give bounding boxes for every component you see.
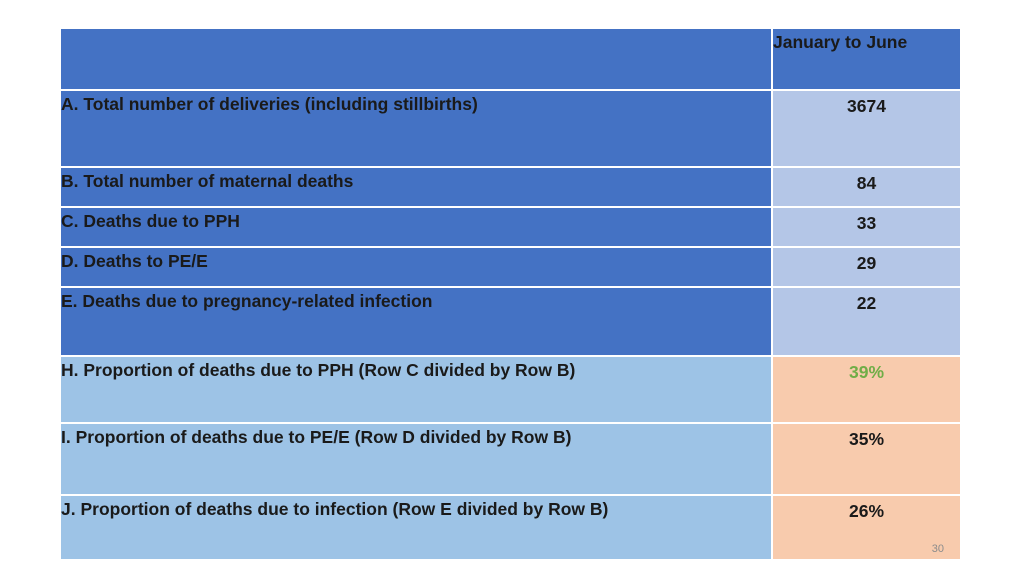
table-row: E. Deaths due to pregnancy-related infec… xyxy=(59,286,962,357)
row-label: I. Proportion of deaths due to PE/E (Row… xyxy=(59,422,773,496)
row-value: 3674 xyxy=(771,89,962,168)
table-row: I. Proportion of deaths due to PE/E (Row… xyxy=(59,422,962,496)
row-label: J. Proportion of deaths due to infection… xyxy=(59,494,773,561)
table-row: H. Proportion of deaths due to PPH (Row … xyxy=(59,355,962,424)
row-value: 35% xyxy=(771,422,962,496)
row-label: A. Total number of deliveries (including… xyxy=(59,89,773,168)
row-value: 22 xyxy=(771,286,962,357)
table-header-row: January to June xyxy=(59,27,962,91)
table-row: J. Proportion of deaths due to infection… xyxy=(59,494,962,561)
row-value: 33 xyxy=(771,206,962,248)
table-row: A. Total number of deliveries (including… xyxy=(59,89,962,168)
row-label: H. Proportion of deaths due to PPH (Row … xyxy=(59,355,773,424)
header-label-cell xyxy=(59,27,773,91)
table-row: D. Deaths to PE/E 29 xyxy=(59,246,962,288)
row-value: 29 xyxy=(771,246,962,288)
table-row: C. Deaths due to PPH 33 xyxy=(59,206,962,248)
row-label: D. Deaths to PE/E xyxy=(59,246,773,288)
row-value-highlight: 39% xyxy=(771,355,962,424)
row-label: E. Deaths due to pregnancy-related infec… xyxy=(59,286,773,357)
maternal-deaths-table: January to June A. Total number of deliv… xyxy=(59,27,962,561)
row-label: C. Deaths due to PPH xyxy=(59,206,773,248)
table-row: B. Total number of maternal deaths 84 xyxy=(59,166,962,208)
row-label: B. Total number of maternal deaths xyxy=(59,166,773,208)
page-number: 30 xyxy=(931,543,944,555)
header-period-cell: January to June xyxy=(771,27,962,91)
row-value: 84 xyxy=(771,166,962,208)
row-value: 26% xyxy=(771,494,962,561)
